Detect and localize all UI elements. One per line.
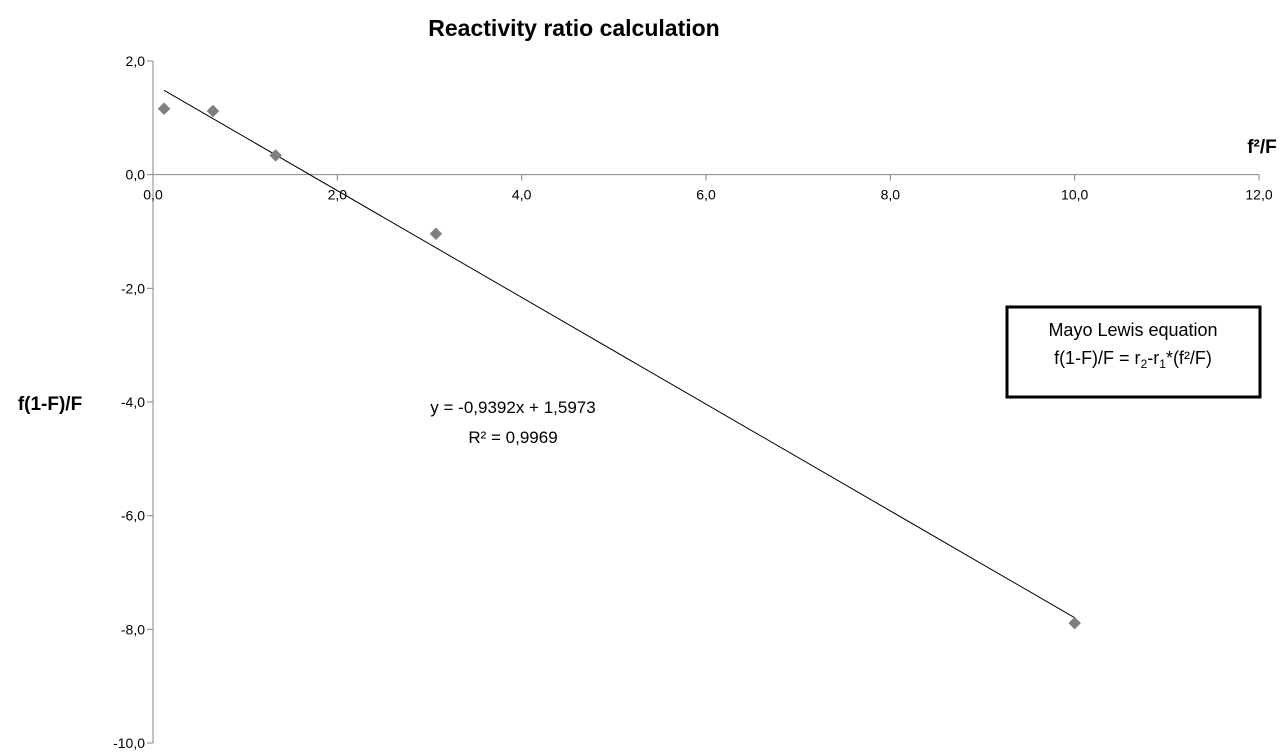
axes [147, 60, 1260, 744]
data-point [157, 102, 171, 116]
y-tick-label: -4,0 [121, 394, 145, 410]
annotation-eq-part3: *(f²/F) [1166, 348, 1212, 368]
y-tick-label: -10,0 [113, 735, 145, 751]
y-tick-label: 0,0 [126, 167, 146, 183]
data-point [269, 148, 282, 162]
y-tick-label: -2,0 [121, 280, 145, 296]
trendline-equation: y = -0,9392x + 1,5973 [430, 398, 595, 417]
trendline-group [163, 89, 1075, 619]
tick-labels: 2,0 0,0 -2,0 -4,0 -6,0 -8,0 -10,0 0,0 2,0 4,0 6,0 8… [113, 53, 1273, 751]
x-tick-label: 4,0 [512, 187, 532, 203]
x-tick-label: 10,0 [1061, 187, 1088, 203]
annotation-title: Mayo Lewis equation [1048, 320, 1217, 340]
mayo-lewis-box: Mayo Lewis equation f(1-F)/F = r2-r1*(f²… [1005, 305, 1262, 399]
annotation-eq-sub-r1: 1 [1159, 357, 1166, 371]
x-tick-label: 0,0 [143, 187, 163, 203]
trendline [163, 89, 1075, 619]
annotation-eq-part1: f(1-F)/F = r [1054, 348, 1141, 368]
x-tick-label: 12,0 [1245, 187, 1272, 203]
data-points [157, 102, 1082, 630]
y-axis-title: f(1-F)/F [18, 394, 82, 415]
annotation-eq-part2: -r [1147, 348, 1159, 368]
y-tick-label: 2,0 [126, 53, 146, 69]
x-tick-label: 6,0 [696, 187, 716, 203]
data-point [429, 227, 443, 241]
y-tick-label: -8,0 [121, 621, 145, 637]
data-point [1068, 616, 1082, 630]
annotation-equation: f(1-F)/F = r2-r1*(f²/F) [1054, 348, 1212, 371]
y-tick-label: -6,0 [121, 508, 145, 524]
chart-title: Reactivity ratio calculation [428, 15, 719, 41]
annotation-eq-sub-r2: 2 [1141, 357, 1148, 371]
x-tick-label: 8,0 [881, 187, 901, 203]
x-axis-title: f²/F [1247, 137, 1277, 158]
annotation-box-border [1005, 305, 1262, 399]
trendline-r-squared: R² = 0,9969 [468, 428, 557, 447]
x-tick-label: 2,0 [328, 187, 348, 203]
data-point [206, 104, 220, 118]
